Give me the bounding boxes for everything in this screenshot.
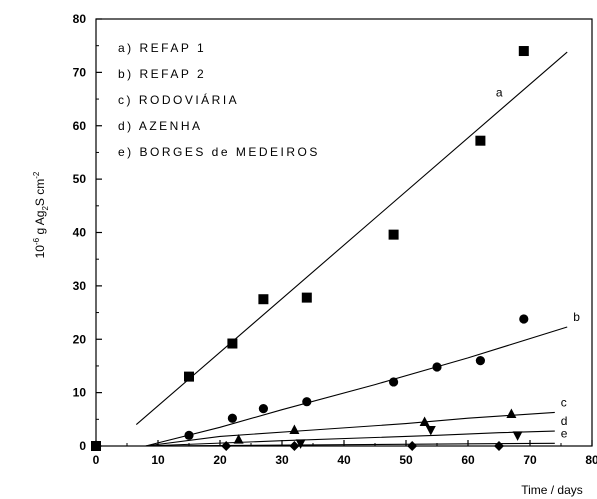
fit-line-a	[135, 51, 568, 426]
fit-line-e	[145, 442, 555, 447]
y-axis-label-part: S cm	[33, 179, 47, 206]
y-tick-label: 50	[73, 172, 87, 186]
y-tick-label: 40	[73, 226, 87, 240]
x-tick-label: 50	[399, 453, 413, 467]
y-tick-label: 60	[73, 119, 87, 133]
data-point-a	[388, 229, 399, 240]
legend-entry-d: d) AZENHA	[118, 119, 203, 133]
x-tick-label: 70	[523, 453, 537, 467]
x-tick-label: 60	[461, 453, 475, 467]
data-point-c	[289, 424, 300, 434]
x-tick-label: 0	[93, 453, 100, 467]
y-axis-label: 10-6 g Ag2S cm-2	[32, 171, 50, 258]
y-tick-label: 70	[73, 65, 87, 79]
y-tick-label: 80	[73, 12, 87, 26]
fit-line-c	[145, 411, 555, 447]
data-point-b	[475, 356, 485, 366]
data-point-c	[506, 408, 517, 418]
plot-frame	[95, 18, 593, 447]
data-point-d	[425, 425, 436, 436]
x-axis-ticks: 0 10 20 30 40 50 60 70 80	[93, 440, 597, 467]
data-point-c	[233, 434, 244, 444]
curve-label-e: e	[561, 426, 568, 440]
fit-line-d	[145, 430, 555, 447]
x-axis-label: Time / days	[521, 483, 583, 497]
curve-label-b: b	[573, 310, 580, 324]
fit-lines	[135, 51, 568, 447]
y-axis-label-part: g Ag	[33, 211, 47, 238]
x-tick-label: 80	[585, 453, 597, 467]
data-point-a	[301, 292, 312, 303]
legend: a) REFAP 1 b) REFAP 2 c) RODOVIÁRIA d) AZEN…	[118, 41, 320, 159]
legend-entry-b: b) REFAP 2	[118, 67, 206, 81]
y-tick-label: 30	[73, 279, 87, 293]
data-point-d	[512, 431, 523, 441]
data-point-b	[227, 413, 237, 423]
legend-entry-c: c) RODOVIÁRIA	[118, 92, 239, 107]
y-tick-label: 20	[73, 332, 87, 346]
y-axis-ticks: 0 10 20 30 40 50 60 70 80	[73, 12, 102, 453]
data-point-a	[258, 294, 269, 305]
x-tick-label: 40	[337, 453, 351, 467]
legend-entry-e: e) BORGES de MEDEIROS	[118, 145, 320, 159]
data-point-d	[295, 439, 306, 449]
y-tick-label: 0	[79, 439, 86, 453]
data-point-a	[91, 441, 101, 451]
curve-label-c: c	[561, 395, 567, 409]
data-point-c	[419, 416, 430, 426]
data-point-e	[221, 441, 232, 451]
curve-label-d: d	[561, 414, 568, 428]
data-point-b	[302, 397, 312, 407]
fit-line-b	[145, 326, 568, 447]
data-point-a	[227, 338, 238, 349]
x-tick-label: 30	[275, 453, 289, 467]
data-point-b	[184, 430, 194, 440]
data-point-e	[289, 441, 300, 451]
data-point-e	[494, 441, 504, 451]
data-points	[91, 46, 529, 451]
curve-label-a: a	[496, 85, 503, 99]
data-point-a	[475, 135, 486, 146]
data-point-e	[407, 441, 418, 451]
data-point-a	[184, 371, 194, 382]
curve-labels: a b cde	[496, 85, 580, 440]
y-axis-label-part: 2	[41, 206, 50, 211]
y-tick-label: 10	[73, 386, 87, 400]
y-axis-label-part: 10	[33, 245, 47, 259]
data-point-b	[389, 377, 399, 387]
data-point-a	[518, 46, 529, 57]
y-axis-label-part: -2	[32, 171, 41, 179]
legend-entry-a: a) REFAP 1	[118, 41, 206, 55]
data-point-b	[432, 362, 442, 372]
x-tick-label: 20	[213, 453, 227, 467]
data-point-b	[258, 404, 268, 414]
x-tick-label: 10	[151, 453, 165, 467]
data-point-b	[519, 314, 529, 324]
y-axis-label-part: -6	[32, 237, 41, 245]
